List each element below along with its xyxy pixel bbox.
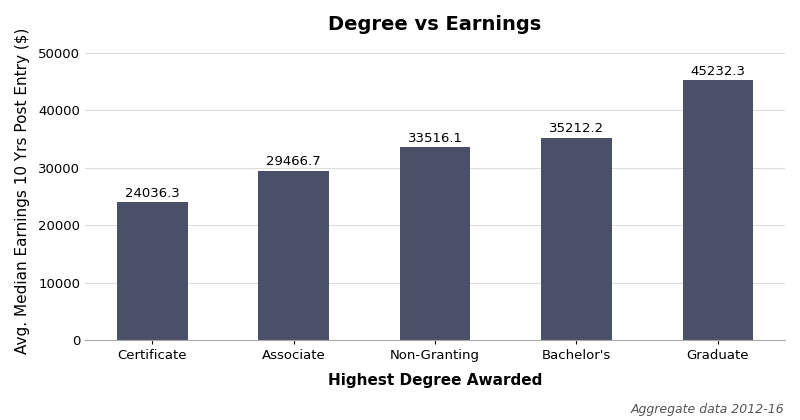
Bar xyxy=(258,171,329,340)
Bar xyxy=(400,147,470,340)
Text: 33516.1: 33516.1 xyxy=(407,132,462,145)
Y-axis label: Avg. Median Earnings 10 Yrs Post Entry ($): Avg. Median Earnings 10 Yrs Post Entry (… xyxy=(15,27,30,354)
X-axis label: Highest Degree Awarded: Highest Degree Awarded xyxy=(328,373,542,388)
Text: 45232.3: 45232.3 xyxy=(690,65,746,78)
Title: Degree vs Earnings: Degree vs Earnings xyxy=(329,15,542,34)
Text: 35212.2: 35212.2 xyxy=(549,122,604,135)
Text: Aggregate data 2012-16: Aggregate data 2012-16 xyxy=(630,403,784,416)
Bar xyxy=(117,202,188,340)
Bar xyxy=(541,138,612,340)
Text: 24036.3: 24036.3 xyxy=(125,186,180,199)
Bar xyxy=(682,80,753,340)
Text: 29466.7: 29466.7 xyxy=(266,155,321,168)
